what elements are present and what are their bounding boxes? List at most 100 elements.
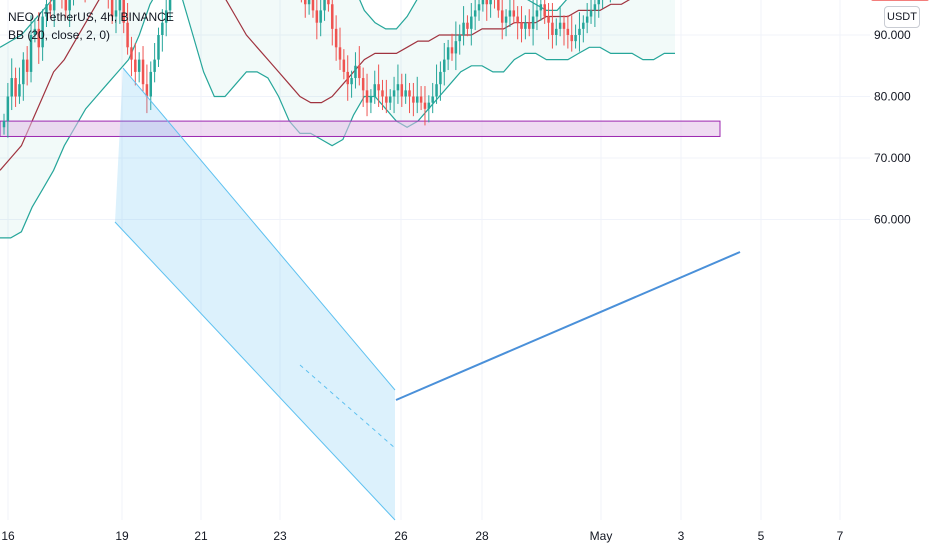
symbol-title[interactable]: NEO / TetherUS, 4h, BINANCE bbox=[8, 10, 174, 24]
candle-body bbox=[543, 4, 546, 17]
y-tick-label: 80.000 bbox=[874, 90, 911, 104]
candle-body bbox=[531, 16, 535, 29]
candle-body bbox=[589, 10, 593, 17]
candle-body bbox=[118, 0, 122, 11]
candle-body bbox=[470, 16, 473, 29]
currency-scale-button[interactable]: USDT bbox=[884, 6, 920, 28]
price-axis-bg bbox=[870, 0, 932, 550]
candle bbox=[516, 6, 519, 40]
candle-body bbox=[311, 0, 315, 11]
candle bbox=[427, 95, 431, 123]
candle-body bbox=[500, 10, 504, 23]
candle-body bbox=[334, 28, 338, 48]
candle-body bbox=[126, 22, 129, 48]
candle-body bbox=[373, 84, 377, 97]
indicator-label[interactable]: BB (20, close, 2, 0) bbox=[8, 28, 111, 42]
candle-body bbox=[450, 47, 454, 54]
candle bbox=[350, 70, 353, 98]
candle-body bbox=[134, 59, 137, 72]
x-tick-label: 5 bbox=[758, 529, 765, 543]
candle-body bbox=[462, 22, 465, 35]
candle-body bbox=[18, 84, 21, 97]
candle-body bbox=[10, 78, 13, 97]
candle-body bbox=[535, 10, 539, 17]
candle-body bbox=[520, 22, 523, 29]
candle bbox=[327, 0, 330, 12]
channel-lower-line bbox=[114, 221, 396, 521]
candle bbox=[338, 27, 342, 71]
candle bbox=[485, 0, 489, 21]
candle-body bbox=[327, 0, 330, 5]
candle bbox=[45, 0, 48, 28]
candles bbox=[2, 0, 611, 138]
candle-body bbox=[346, 71, 349, 85]
candle-body bbox=[404, 90, 407, 97]
candle bbox=[161, 9, 164, 52]
candle bbox=[500, 0, 504, 40]
candle-body bbox=[137, 59, 141, 72]
bollinger-bands bbox=[0, 0, 675, 239]
candle bbox=[137, 52, 141, 83]
x-tick-label: 19 bbox=[115, 529, 129, 543]
candle bbox=[435, 64, 438, 104]
candle-body bbox=[412, 96, 415, 103]
candle-body bbox=[454, 41, 458, 54]
candle bbox=[126, 3, 129, 55]
candle bbox=[18, 67, 21, 104]
candle-body bbox=[396, 84, 400, 91]
candle-body bbox=[361, 78, 365, 91]
y-tick-label: 90.000 bbox=[874, 28, 911, 42]
candle bbox=[392, 76, 396, 114]
candle-body bbox=[431, 96, 434, 103]
candle bbox=[408, 82, 411, 114]
candle-body bbox=[582, 22, 585, 29]
candle bbox=[52, 0, 56, 28]
candle bbox=[535, 0, 539, 31]
candle-body bbox=[145, 84, 149, 97]
candle bbox=[493, 0, 495, 9]
candle-body bbox=[52, 0, 56, 11]
candle-body bbox=[566, 28, 570, 35]
candle-body bbox=[342, 59, 346, 72]
stop-price-badge: 96.861 bbox=[871, 0, 929, 1]
candle bbox=[153, 42, 156, 83]
candle-body bbox=[435, 84, 438, 97]
candle bbox=[315, 0, 319, 40]
candle-body bbox=[6, 96, 10, 122]
candle-body bbox=[33, 28, 37, 35]
candle-body bbox=[358, 65, 361, 79]
price-axis: 60.00070.00080.00090.000100.000110.00012… bbox=[870, 0, 932, 550]
candle bbox=[365, 73, 369, 117]
candle-body bbox=[477, 4, 481, 11]
candle bbox=[555, 18, 558, 46]
candle-body bbox=[408, 90, 411, 97]
candle-body bbox=[323, 0, 326, 11]
candle bbox=[543, 0, 546, 24]
candle bbox=[41, 9, 44, 61]
candle-body bbox=[512, 10, 516, 17]
candle bbox=[381, 79, 384, 111]
candle bbox=[443, 42, 446, 86]
candle-body bbox=[539, 4, 543, 11]
candle bbox=[520, 6, 523, 43]
candle bbox=[562, 15, 566, 46]
candle bbox=[602, 0, 604, 9]
candle-body bbox=[153, 59, 156, 72]
candle-body bbox=[130, 47, 133, 60]
candle bbox=[497, 0, 500, 18]
candle-body bbox=[524, 22, 527, 29]
candle bbox=[570, 15, 573, 52]
candle bbox=[157, 27, 160, 67]
candle-body bbox=[578, 28, 581, 35]
candle bbox=[164, 0, 168, 37]
candle bbox=[585, 3, 589, 34]
candle-body bbox=[303, 0, 307, 5]
candle-body bbox=[593, 4, 597, 11]
candle-body bbox=[161, 22, 164, 35]
candle-body bbox=[489, 0, 492, 5]
candle-body bbox=[307, 0, 311, 5]
candle-body bbox=[458, 35, 461, 42]
candle bbox=[504, 9, 508, 37]
candle-body bbox=[439, 71, 442, 85]
